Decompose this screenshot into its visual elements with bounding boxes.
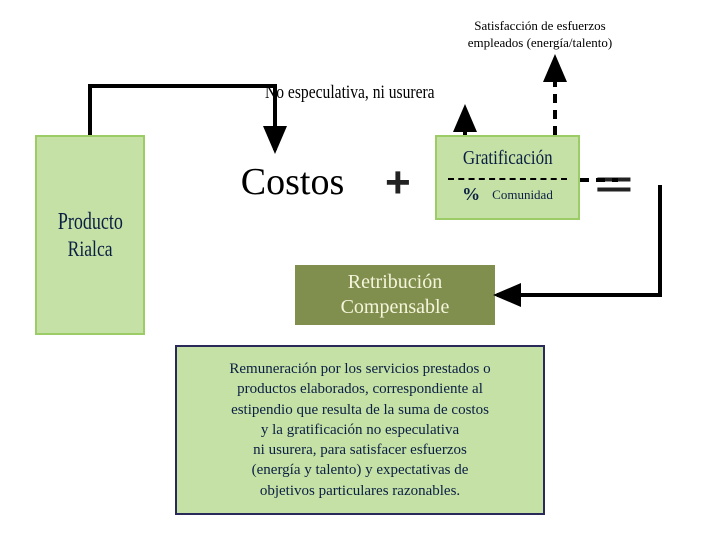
gratif-comunidad: Comunidad [492, 187, 553, 203]
annot-top-l1: Satisfacción de esfuerzos [468, 18, 613, 35]
desc-line: estipendio que resulta de la suma de cos… [231, 400, 489, 420]
retribucion-box: Retribución Compensable [295, 265, 495, 325]
gratificacion-bottom: % Comunidad [462, 184, 553, 205]
gratificacion-divider [448, 178, 568, 180]
gratif-percent: % [462, 184, 480, 205]
annot-top-l2: empleados (energía/talento) [468, 35, 613, 52]
desc-line: Remuneración por los servicios prestados… [229, 359, 490, 379]
producto-box: Producto Rialca [35, 135, 145, 335]
gratificacion-box: Gratificación % Comunidad [435, 135, 580, 220]
desc-line: y la gratificación no especulativa [261, 420, 459, 440]
desc-line: objetivos particulares razonables. [260, 481, 460, 501]
producto-line1: Producto [57, 209, 122, 236]
desc-line: ni usurera, para satisfacer esfuerzos [253, 440, 467, 460]
plus-sign: + [385, 158, 411, 208]
retrib-l2: Compensable [341, 295, 450, 320]
producto-line2: Rialca [68, 236, 113, 262]
costos-label: Costos [210, 160, 375, 204]
retrib-l1: Retribución [348, 270, 442, 295]
desc-line: productos elaborados, correspondiente al [237, 379, 483, 399]
annotation-no-especulativa: No especulativa, ni usurera [265, 82, 435, 104]
annotation-satisfaccion: Satisfacción de esfuerzos empleados (ene… [468, 18, 613, 52]
description-box: Remuneración por los servicios prestados… [175, 345, 545, 515]
desc-line: (energía y talento) y expectativas de [252, 460, 469, 480]
equals-sign: = [595, 164, 628, 207]
gratificacion-title: Gratificación [463, 147, 553, 170]
